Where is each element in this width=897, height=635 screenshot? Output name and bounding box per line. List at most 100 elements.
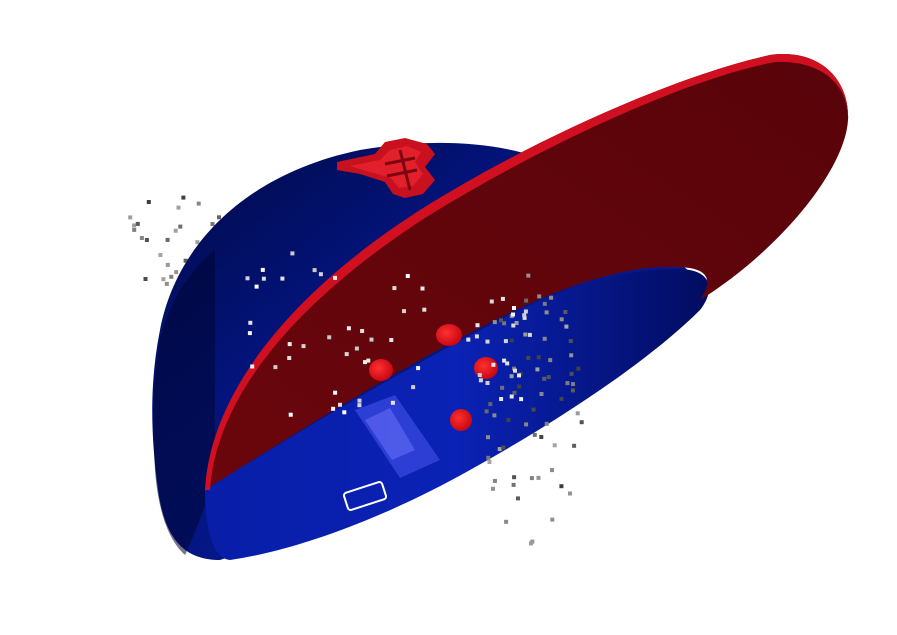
point [247,331,252,336]
marker-dot [450,409,472,431]
point-cloud-crown [245,251,427,417]
point [484,409,489,414]
point [250,364,255,369]
point [514,321,519,325]
point [499,397,504,401]
point [522,315,527,320]
point [405,274,410,278]
point [132,223,137,228]
point [511,482,516,487]
point [517,373,521,378]
point [342,410,347,415]
point [576,366,581,371]
point [261,276,266,281]
point [524,422,529,427]
point [569,353,574,358]
point [569,371,574,376]
point [563,310,568,314]
point [511,323,516,328]
point [503,339,508,344]
point [537,294,542,299]
point [248,320,253,325]
point [579,420,584,425]
point [512,306,516,310]
point [390,400,395,405]
point [210,222,215,226]
point [511,312,515,317]
point [502,321,507,326]
marker-dot [369,359,393,381]
point [492,320,497,325]
point [529,541,533,546]
point [552,443,557,448]
point [504,519,509,524]
point [542,301,547,306]
point [165,262,170,267]
point [217,215,221,220]
point [158,253,163,257]
point [402,309,406,314]
point [178,224,183,229]
point [539,435,544,439]
marker-dot [436,324,462,346]
point [492,478,497,483]
point [536,475,541,480]
point [301,344,306,349]
point [565,381,570,386]
point [531,407,536,412]
point [512,475,517,480]
point [477,373,482,378]
point [165,237,170,242]
point [366,358,371,363]
point [548,358,553,363]
marker-dots [369,324,498,431]
point [195,240,200,245]
point [183,258,188,263]
point [491,362,496,367]
point [363,360,367,365]
point [501,445,506,450]
point [357,398,362,403]
point [487,460,492,464]
point [499,318,503,323]
point [485,339,490,344]
point [422,307,427,312]
point [318,272,323,277]
point [338,402,342,407]
point [416,366,421,371]
point [169,274,174,279]
point [523,332,528,337]
point [164,281,169,286]
marker-dot [474,357,498,379]
point [509,338,514,343]
point [509,374,514,379]
point [132,227,137,232]
point [535,367,540,372]
point [369,337,374,342]
point [312,268,317,273]
point [290,251,295,256]
point [474,334,479,339]
point [542,376,547,381]
point [488,402,493,407]
point [506,418,511,422]
point [568,339,573,343]
point [526,355,531,360]
point [478,378,483,383]
point [485,381,490,385]
point [128,215,133,220]
point [287,342,292,347]
point [502,358,507,363]
point [512,366,516,371]
point [519,397,524,402]
point [280,276,285,281]
point [181,195,186,200]
point [509,394,514,399]
point [354,346,359,351]
point [524,298,529,303]
point [475,323,480,328]
cap-logo-icon [337,138,435,198]
point [135,221,140,226]
point [512,390,517,395]
